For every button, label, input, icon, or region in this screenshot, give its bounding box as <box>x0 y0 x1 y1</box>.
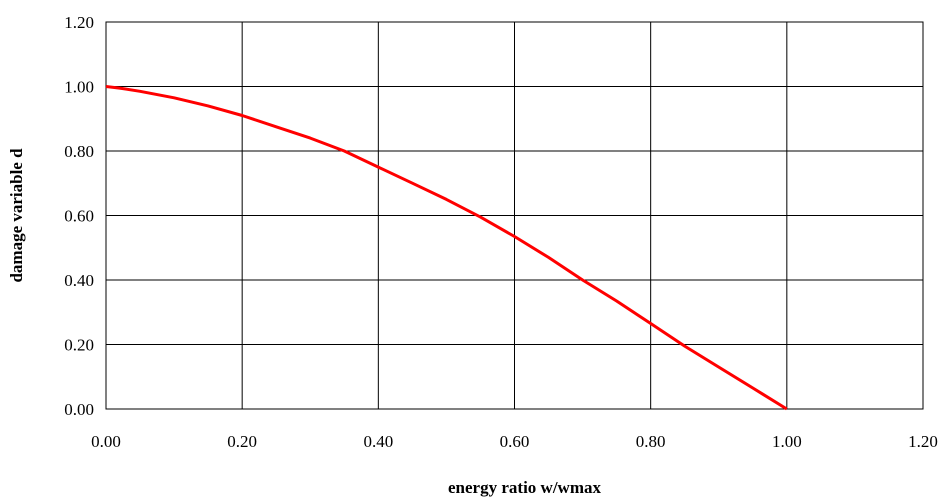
series-layer <box>105 85 788 411</box>
x-tick-label: 0.40 <box>363 432 393 451</box>
series-line <box>105 85 788 411</box>
y-tick-label: 0.00 <box>64 400 94 419</box>
y-tick-label: 0.80 <box>64 142 94 161</box>
y-tick-label: 0.60 <box>64 207 94 226</box>
y-tick-label: 1.20 <box>64 13 94 32</box>
x-tick-label: 1.00 <box>772 432 802 451</box>
plot-area-border <box>105 21 924 410</box>
x-tick-label: 0.00 <box>91 432 121 451</box>
x-axis-tick-labels: 0.00 0.20 0.40 0.60 0.80 1.00 1.20 <box>91 432 938 451</box>
x-axis-title: energy ratio w/wmax <box>448 478 601 497</box>
grid-lines <box>106 22 923 409</box>
x-tick-label: 0.60 <box>500 432 530 451</box>
y-tick-label: 0.20 <box>64 336 94 355</box>
x-tick-label: 0.20 <box>227 432 257 451</box>
x-tick-label: 1.20 <box>908 432 938 451</box>
y-tick-label: 1.00 <box>64 78 94 97</box>
x-tick-label: 0.80 <box>636 432 666 451</box>
y-axis-title: damage variable d <box>7 148 26 283</box>
y-tick-label: 0.40 <box>64 271 94 290</box>
y-axis-tick-labels: 0.00 0.20 0.40 0.60 0.80 1.00 1.20 <box>64 13 94 419</box>
